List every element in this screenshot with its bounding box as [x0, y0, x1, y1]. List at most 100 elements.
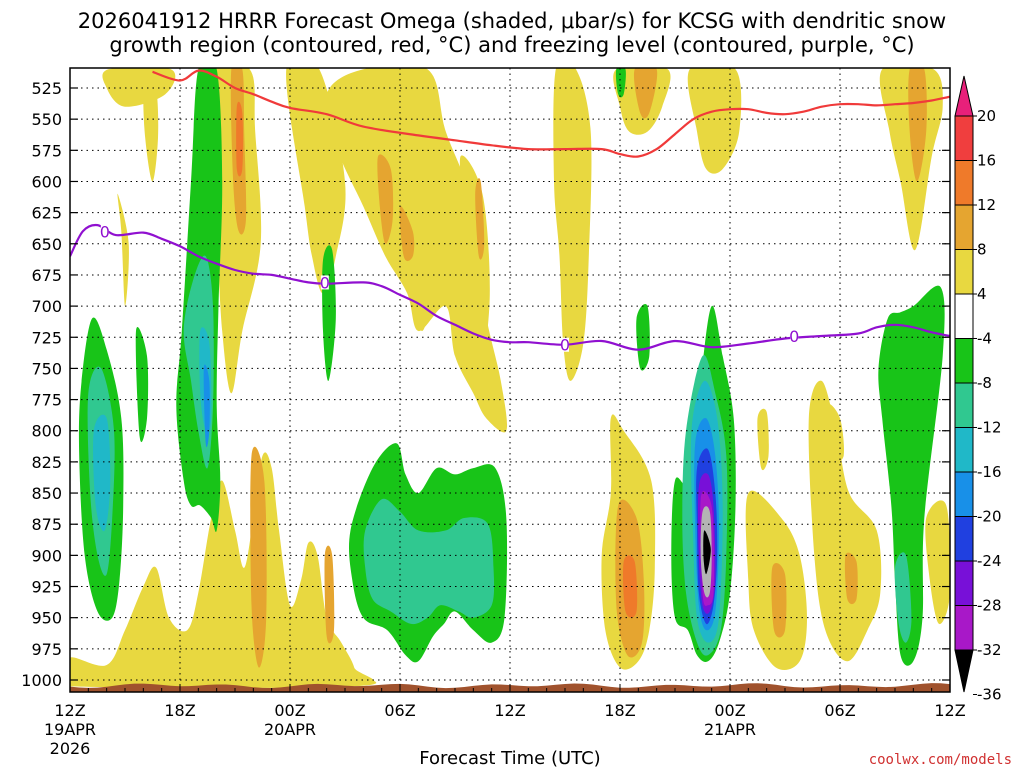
omega-region-yellow-center-19 — [405, 137, 439, 331]
colorbar-label: -28 — [977, 597, 1002, 615]
y-tick-label: 975 — [31, 640, 62, 659]
colorbar-label: -20 — [977, 508, 1002, 526]
omega-region-cyan-1-2 — [93, 414, 111, 532]
omega-region-orange-31-top — [634, 68, 658, 119]
y-tick-label: 750 — [31, 359, 62, 378]
x-tick-label: 06Z — [824, 701, 855, 720]
contour-layer: 0 0 0 0 — [70, 69, 950, 355]
freezing-label-bg — [790, 329, 799, 344]
colorbar-label: 4 — [977, 285, 987, 303]
omega-region-red-30-low — [622, 555, 638, 618]
omega-region-yellow-bottom-0-16 — [70, 452, 374, 688]
freezing-level-label: 0 — [320, 273, 330, 292]
y-tick-label: 1000 — [21, 671, 62, 690]
y-axis: 525 550 575 600 625 650 675 700 725 750 775 800 825 8… — [21, 79, 950, 690]
freezing-label-bg — [320, 275, 329, 290]
colorbar-label: 16 — [977, 152, 996, 170]
omega-region-red-9 — [236, 101, 244, 177]
x-date-label: 21APR — [704, 720, 756, 739]
colorbar-box — [954, 204, 974, 250]
omega-region-yellow-bottom-fill — [70, 642, 376, 688]
colorbar-box — [954, 249, 974, 295]
colorbar-label: -24 — [977, 552, 1002, 570]
x-tick-label: 00Z — [274, 701, 305, 720]
omega-region-orange-17 — [377, 154, 394, 245]
colorbar-label: 12 — [977, 196, 996, 214]
y-tick-label: 900 — [31, 546, 62, 565]
omega-region-yellow-45-48-low — [925, 500, 950, 624]
credit-text: coolwx.com/models — [869, 752, 1012, 768]
colorbar: 20 16 12 8 4 -4 -8 -12 -16 -20 -24 -28 -32 -36 — [954, 75, 1002, 704]
y-tick-label: 575 — [31, 141, 62, 160]
omega-region-yellow-26-27-spike — [553, 68, 592, 381]
colorbar-box — [954, 293, 974, 339]
chart-title-line1: 2026041912 HRRR Forecast Omega (shaded, … — [78, 9, 946, 33]
colorbar-box — [954, 471, 974, 517]
omega-region-yellow-44-47 — [879, 68, 943, 251]
omega-region-yellow-38-small — [826, 403, 845, 462]
chart-title-line2: growth region (contoured, red, °C) and f… — [109, 33, 914, 57]
omega-region-orange-46-top — [908, 68, 927, 182]
colorbar-label: -4 — [977, 330, 992, 348]
y-tick-label: 525 — [31, 79, 62, 98]
x-tick-label: 06Z — [384, 701, 415, 720]
x-year-label: 2026 — [50, 739, 91, 758]
freezing-level-label: 0 — [100, 222, 110, 241]
x-tick-label: 12Z — [494, 701, 525, 720]
x-tick-label: 00Z — [714, 701, 745, 720]
y-tick-label: 775 — [31, 391, 62, 410]
colorbar-box — [954, 115, 974, 161]
omega-region-yellow-40-44 — [808, 380, 882, 662]
omega-region-yellow-37-small — [757, 408, 769, 471]
grid-layer — [70, 68, 950, 692]
y-tick-label: 700 — [31, 297, 62, 316]
omega-region-green-29-30 — [615, 68, 626, 98]
y-tick-label: 950 — [31, 609, 62, 628]
x-tick-label: 12Z — [54, 701, 85, 720]
omega-region-orange-10-low — [250, 446, 267, 668]
colorbar-box — [954, 382, 974, 428]
colorbar-label: 20 — [977, 107, 996, 125]
y-tick-label: 650 — [31, 235, 62, 254]
colorbar-box — [954, 560, 974, 606]
omega-region-teal-16-23 — [363, 498, 495, 625]
colorbar-bottom-arrow — [954, 649, 974, 693]
omega-region-orange-18 — [399, 205, 415, 262]
omega-region-yellow-5-8-top-b — [143, 69, 159, 182]
colorbar-label: -8 — [977, 374, 992, 392]
dgz-contour-line — [152, 69, 950, 158]
colorbar-box — [954, 516, 974, 562]
omega-region-black-34-35 — [703, 530, 711, 575]
omega-region-green-4 — [135, 327, 149, 443]
omega-region-teal-45-46 — [894, 552, 912, 643]
x-tick-label: 18Z — [164, 701, 195, 720]
y-tick-label: 925 — [31, 578, 62, 597]
y-tick-label: 600 — [31, 172, 62, 191]
omega-fill-layer — [70, 68, 950, 688]
omega-region-orange-22 — [475, 178, 485, 260]
colorbar-label: -36 — [977, 686, 1002, 704]
omega-region-blue-7 — [203, 364, 210, 448]
colorbar-box — [954, 605, 974, 651]
y-tick-label: 800 — [31, 422, 62, 441]
colorbar-label: -32 — [977, 641, 1002, 659]
y-tick-label: 675 — [31, 266, 62, 285]
colorbar-top-arrow — [954, 75, 974, 117]
x-tick-label: 12Z — [934, 701, 965, 720]
x-axis-label: Forecast Time (UTC) — [419, 748, 600, 768]
freezing-level-line — [70, 223, 950, 351]
y-tick-label: 625 — [31, 204, 62, 223]
x-date-label: 19APR — [44, 720, 96, 739]
omega-region-orange-14-low — [324, 545, 335, 644]
freezing-level-label: 0 — [560, 336, 570, 355]
colorbar-box — [954, 160, 974, 206]
freezing-level-label: 0 — [789, 327, 799, 346]
y-tick-label: 725 — [31, 328, 62, 347]
colorbar-label: -12 — [977, 419, 1002, 437]
x-date-label: 20APR — [264, 720, 316, 739]
colorbar-box — [954, 338, 974, 384]
y-tick-label: 825 — [31, 453, 62, 472]
freezing-label-bg — [100, 224, 109, 239]
